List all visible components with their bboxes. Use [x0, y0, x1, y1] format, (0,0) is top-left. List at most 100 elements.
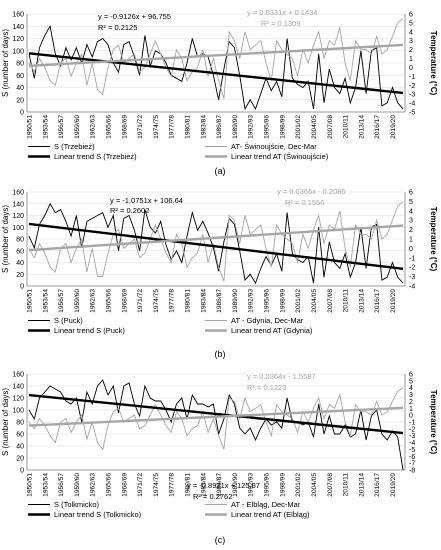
x-tick-label: 2010/11 [343, 473, 350, 497]
x-tick-label: 1977/78 [169, 115, 176, 139]
x-tick-label: 1977/78 [169, 289, 176, 313]
y-right-tick-label: -5 [409, 110, 415, 117]
trend-line-3 [28, 222, 404, 271]
y-left-tick-label: 80 [16, 61, 24, 68]
x-tick-label: 1956/57 [58, 289, 65, 313]
x-tick-label: 1998/99 [279, 289, 286, 313]
x-tick-label: 1992/93 [248, 473, 255, 497]
r2-s: R² = 0.2762 [193, 492, 232, 501]
y-right-tick-label: -1 [409, 74, 415, 81]
legend-entry: AT- Świnoujście, Dec-Mar [231, 142, 317, 151]
y-right-tick-label: 5 [409, 199, 413, 206]
y-left-tick-label: 0 [20, 468, 24, 475]
y-right-tick-label: 5 [409, 20, 413, 27]
legend-entry: Linear trend AT (Gdynia) [231, 326, 313, 335]
x-tick-label: 1983/84 [200, 115, 207, 139]
x-tick-label: 1992/93 [248, 115, 255, 139]
y-right-tick-label: -2 [409, 426, 415, 433]
y-left-tick-label: 160 [12, 190, 24, 197]
x-tick-label: 2001/02 [295, 473, 302, 497]
y-right-tick-label: -2 [409, 83, 415, 90]
r2-s: R² = 0.2125 [98, 23, 137, 32]
legend-entry: Linear trend S (Puck) [54, 326, 125, 335]
equation-t: y = 0.0366x - 0.2086 [277, 187, 346, 196]
x-tick-label: 1965/66 [106, 473, 113, 497]
x-tick-label: 2004/05 [311, 473, 318, 497]
x-tick-label: 2019/20 [390, 289, 397, 313]
y-left-tick-label: 100 [12, 225, 24, 232]
y-right-tick-label: 0 [409, 65, 413, 72]
x-tick-label: 2019/20 [390, 473, 397, 497]
x-tick-label: 1968/69 [121, 473, 128, 497]
y-left-tick-label: 80 [16, 237, 24, 244]
x-tick-label: 1953/54 [42, 473, 49, 497]
x-tick-label: 1980/81 [185, 115, 192, 139]
y-left-axis-label: S (number of days) [1, 205, 10, 273]
y-right-axis-label: Temperature (°C) [429, 31, 438, 96]
x-tick-label: 2010/11 [343, 115, 350, 139]
x-tick-label: 1956/57 [58, 473, 65, 497]
x-tick-label: 1959/60 [74, 473, 81, 497]
y-right-tick-label: 3 [409, 392, 413, 399]
x-tick-label: 1995/96 [264, 289, 271, 313]
x-tick-label: 2013/14 [358, 115, 365, 139]
x-tick-label: 1971/72 [137, 289, 144, 313]
y-left-tick-label: 0 [20, 110, 24, 117]
x-tick-label: 1956/57 [58, 115, 65, 139]
x-tick-label: 1986/87 [216, 115, 223, 139]
y-right-tick-label: 4 [409, 208, 413, 215]
x-tick-label: 1998/99 [279, 115, 286, 139]
legend-entry: S (Tolkmicko) [54, 500, 100, 509]
y-left-tick-label: 160 [12, 12, 24, 19]
r2-t: R² = 0.1556 [285, 198, 324, 207]
r2-t: R² = 0.1309 [261, 19, 300, 28]
x-tick-label: 1995/96 [264, 473, 271, 497]
y-right-tick-label: -1 [409, 255, 415, 262]
legend-entry: S (Trzebież) [54, 142, 95, 151]
panel-label: (b) [215, 349, 226, 359]
x-tick-label: 1962/63 [90, 473, 97, 497]
x-tick-label: 2013/14 [358, 473, 365, 497]
equation-t: y = 0.0364x - 1.5587 [247, 372, 316, 381]
x-tick-label: 1968/69 [121, 115, 128, 139]
y-left-tick-label: 60 [16, 432, 24, 439]
y-right-tick-label: 4 [409, 29, 413, 36]
y-right-tick-label: -3 [409, 274, 415, 281]
x-tick-label: 1989/90 [232, 289, 239, 313]
x-tick-label: 1959/60 [74, 115, 81, 139]
chart-panel-1: 0 20 40 60 80 100 120 140 160 -5 -4 -3 -2 -1 0 1 2 3 4 56 19… [1, 8, 438, 176]
y-left-tick-label: 120 [12, 396, 24, 403]
x-tick-label: 2007/08 [327, 115, 334, 139]
y-right-axis-label: Temperature (°C) [429, 390, 438, 455]
x-tick-label: 1974/75 [153, 473, 160, 497]
y-left-axis-label: S (number of days) [1, 388, 10, 456]
series-line-1 [28, 202, 404, 285]
x-tick-label: 1962/63 [90, 289, 97, 313]
x-tick-label: 2013/14 [358, 289, 365, 313]
trend-line-3 [28, 393, 404, 435]
legend-entry: S (Puck) [54, 316, 83, 325]
x-tick-label: 1995/96 [264, 115, 271, 139]
y-left-tick-label: 120 [12, 36, 24, 43]
series-line-1 [28, 25, 404, 111]
series-line-1 [28, 379, 404, 471]
y-right-tick-label: 3 [409, 218, 413, 225]
x-tick-label: 1971/72 [137, 473, 144, 497]
y-right-tick-label: 1 [409, 406, 413, 413]
x-tick-label: 1953/54 [42, 115, 49, 139]
x-tick-label: 2001/02 [295, 115, 302, 139]
y-left-tick-label: 40 [16, 444, 24, 451]
y-right-tick-label: -8 [409, 468, 415, 475]
x-tick-label: 2004/05 [311, 289, 318, 313]
x-tick-label: 2010/11 [343, 289, 350, 313]
y-right-tick-label: -3 [409, 433, 415, 440]
x-tick-label: 1974/75 [153, 115, 160, 139]
y-right-tick-label: 0 [409, 246, 413, 253]
y-right-tick-label: -2 [409, 265, 415, 272]
x-tick-label: 1965/66 [106, 289, 113, 313]
y-left-tick-label: 60 [16, 248, 24, 255]
x-tick-label: 2007/08 [327, 289, 334, 313]
y-left-tick-label: 0 [20, 284, 24, 291]
x-tick-label: 1983/84 [200, 473, 207, 497]
x-tick-label: 1977/78 [169, 473, 176, 497]
